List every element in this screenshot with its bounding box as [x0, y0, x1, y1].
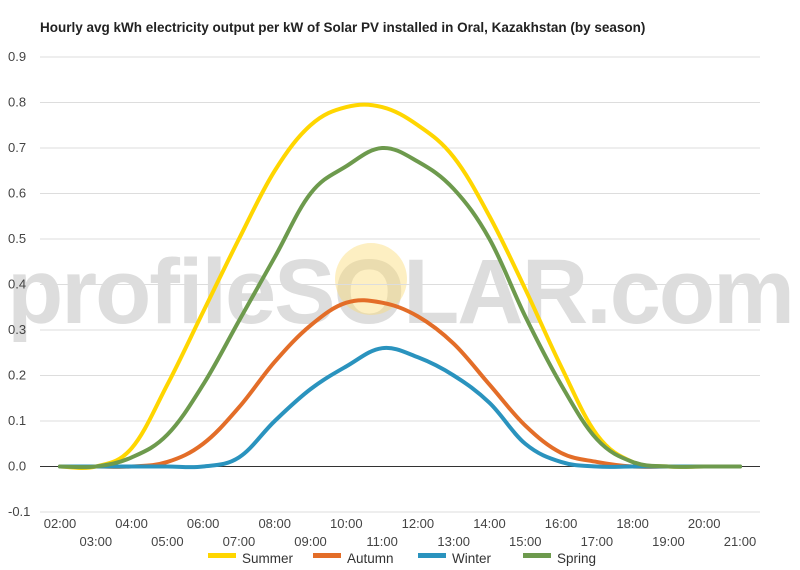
series-line-spring	[58, 145, 742, 470]
x-tick-label: 03:00	[80, 534, 113, 549]
y-tick-label: 0.1	[8, 413, 26, 428]
x-tick-label: 17:00	[581, 534, 614, 549]
x-tick-label: 13:00	[437, 534, 470, 549]
x-tick-label: 18:00	[616, 516, 649, 531]
y-tick-label: 0.4	[8, 277, 26, 292]
y-tick-label: 0.0	[8, 459, 26, 474]
x-tick-label: 19:00	[652, 534, 685, 549]
x-tick-label: 20:00	[688, 516, 721, 531]
x-tick-label: 05:00	[151, 534, 184, 549]
watermark-text: profileSOLAR.com	[7, 241, 795, 343]
chart-title: Hourly avg kWh electricity output per kW…	[40, 20, 646, 35]
legend-label-spring: Spring	[557, 551, 596, 566]
x-tick-label: 06:00	[187, 516, 220, 531]
legend-label-winter: Winter	[452, 551, 492, 566]
y-tick-label: 0.2	[8, 368, 26, 383]
x-tick-label: 07:00	[223, 534, 256, 549]
y-tick-label: 0.9	[8, 49, 26, 64]
series-line-summer	[58, 102, 742, 470]
y-tick-label: 0.8	[8, 95, 26, 110]
series-line-winter	[58, 345, 742, 470]
legend-swatch-winter	[418, 553, 446, 558]
legend-swatch-spring	[523, 553, 551, 558]
x-tick-label: 09:00	[294, 534, 327, 549]
x-tick-label: 02:00	[44, 516, 77, 531]
x-tick-label: 16:00	[545, 516, 578, 531]
y-tick-label: 0.7	[8, 140, 26, 155]
y-tick-label: 0.3	[8, 322, 26, 337]
legend-swatch-autumn	[313, 553, 341, 558]
x-tick-label: 11:00	[366, 534, 398, 549]
y-tick-label: 0.6	[8, 186, 26, 201]
y-tick-label: 0.5	[8, 231, 26, 246]
x-tick-label: 15:00	[509, 534, 542, 549]
x-tick-label: 14:00	[473, 516, 506, 531]
watermark: profileSOLAR.com	[0, 240, 800, 345]
x-tick-label: 10:00	[330, 516, 363, 531]
x-tick-label: 12:00	[402, 516, 435, 531]
y-tick-label: -0.1	[8, 504, 30, 519]
x-tick-label: 08:00	[258, 516, 291, 531]
legend-swatch-summer	[208, 553, 236, 558]
x-tick-label: 04:00	[115, 516, 148, 531]
legend-label-summer: Summer	[242, 551, 294, 566]
legend-label-autumn: Autumn	[347, 551, 394, 566]
x-tick-label: 21:00	[724, 534, 757, 549]
